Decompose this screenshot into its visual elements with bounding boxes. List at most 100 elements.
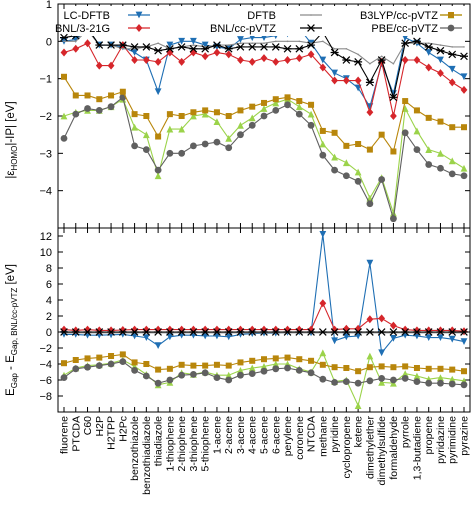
legend-swatch	[300, 14, 322, 16]
top-data-point	[192, 44, 195, 46]
bottom-plot-frame	[57, 227, 471, 413]
bottom-data-point	[413, 365, 420, 371]
top-data-point	[237, 56, 244, 64]
category-label: coronene	[294, 416, 306, 460]
top-data-point	[448, 170, 456, 178]
top-data-point	[260, 54, 268, 63]
top-data-point	[307, 50, 315, 59]
bottom-y-tick-label: −6	[39, 375, 52, 387]
top-data-point	[108, 92, 115, 99]
top-data-point	[401, 39, 410, 48]
top-data-point	[63, 40, 65, 43]
bottom-data-point	[355, 368, 362, 375]
bottom-data-point	[366, 352, 374, 360]
bottom-y-tick-label: 12	[40, 231, 52, 243]
top-data-point	[248, 57, 256, 66]
bottom-data-point	[237, 371, 244, 379]
top-data-point	[130, 43, 139, 51]
top-data-point	[448, 65, 456, 73]
bottom-data-point	[460, 381, 468, 389]
bottom-y-tick-label: −8	[39, 391, 52, 403]
bottom-y-tick-label: 6	[46, 279, 52, 291]
top-data-point	[345, 48, 348, 50]
top-data-point	[460, 85, 468, 94]
bottom-data-point	[402, 363, 409, 370]
bottom-data-point	[425, 379, 433, 387]
top-data-point	[201, 41, 209, 49]
top-data-point	[392, 62, 395, 65]
top-data-point	[131, 142, 138, 150]
bottom-data-point	[319, 375, 327, 383]
top-data-point	[260, 105, 268, 112]
top-data-point	[283, 44, 292, 53]
top-data-point	[154, 88, 162, 96]
bottom-data-point	[72, 365, 80, 373]
category-label: fluorene	[59, 416, 71, 454]
bottom-data-point	[72, 357, 79, 363]
category-label: 1,3-butadiene	[411, 416, 423, 480]
bottom-data-point	[354, 328, 363, 336]
top-data-point	[96, 96, 103, 103]
bottom-data-point	[166, 333, 174, 341]
top-data-point	[272, 96, 279, 103]
bottom-data-point	[437, 379, 444, 387]
bottom-data-point	[131, 367, 138, 374]
top-data-point	[424, 43, 433, 51]
bottom-data-point	[460, 338, 468, 345]
top-data-point	[298, 40, 301, 43]
category-label: methane	[317, 416, 329, 457]
top-data-point	[213, 109, 220, 116]
top-data-point	[84, 39, 91, 48]
top-data-point	[72, 44, 80, 53]
top-data-point	[448, 78, 456, 87]
top-data-point	[155, 133, 162, 140]
bottom-y-tick-label: 10	[40, 247, 52, 259]
top-data-point	[342, 56, 351, 64]
bottom-data-point	[319, 299, 327, 308]
top-data-point	[284, 101, 291, 109]
top-data-point	[60, 48, 68, 57]
top-data-point	[84, 105, 91, 112]
top-data-point	[248, 114, 256, 122]
legend-label: PBE/cc-pVTZ	[371, 23, 438, 35]
bottom-data-point	[424, 328, 433, 336]
bottom-data-point	[118, 328, 127, 336]
bottom-data-point	[331, 379, 338, 386]
top-data-point	[154, 172, 162, 180]
category-label: formaldehyde	[388, 416, 400, 480]
bottom-data-point	[260, 367, 268, 375]
bottom-data-point	[84, 325, 91, 334]
bottom-data-point	[260, 328, 268, 336]
category-label: 2-thiophene	[176, 416, 188, 472]
bottom-data-point	[178, 371, 186, 379]
top-data-point	[213, 118, 221, 125]
bottom-data-point	[154, 328, 163, 336]
top-data-point	[272, 99, 280, 107]
bottom-data-point	[271, 328, 280, 336]
bottom-data-point	[448, 328, 457, 336]
top-data-point	[224, 44, 233, 53]
category-label: H2Pc	[117, 416, 129, 442]
bottom-data-point	[307, 369, 315, 377]
top-data-point	[331, 129, 338, 136]
top-data-point	[460, 52, 468, 61]
bottom-data-point	[154, 379, 162, 387]
category-label: 5-acene	[259, 416, 271, 454]
bottom-data-point	[378, 375, 386, 382]
category-label: ketene	[353, 416, 365, 448]
bottom-data-point	[189, 328, 198, 336]
legend-marker	[448, 12, 454, 18]
top-data-point	[412, 37, 421, 46]
bottom-data-point	[95, 328, 104, 336]
top-data-point	[436, 46, 445, 55]
top-data-point	[366, 108, 374, 117]
top-data-point	[131, 111, 138, 118]
top-data-point	[237, 36, 244, 43]
top-y-tick-label: −4	[39, 186, 52, 198]
bottom-data-point	[60, 328, 68, 336]
top-data-point	[437, 149, 444, 157]
bottom-y-tick-label: 4	[46, 295, 52, 307]
bottom-data-point	[177, 328, 186, 336]
top-data-point	[131, 49, 138, 56]
top-data-point	[331, 166, 338, 174]
